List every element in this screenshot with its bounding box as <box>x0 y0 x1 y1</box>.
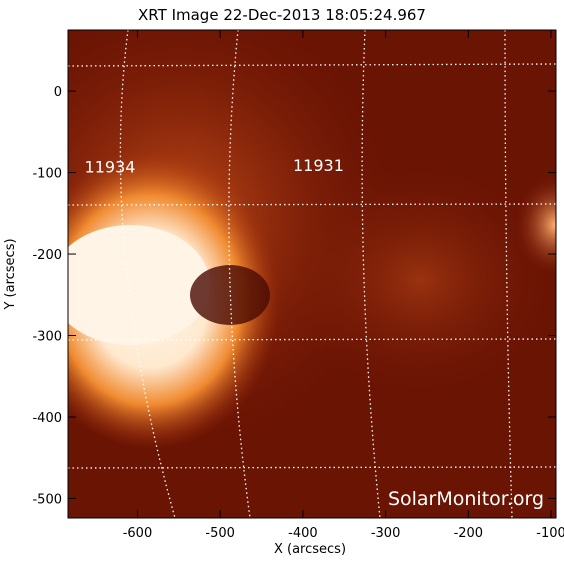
y-tick-label: -400 <box>32 411 62 426</box>
y-tick-label: -100 <box>32 167 62 182</box>
y-tick-label: -500 <box>32 492 62 507</box>
y-tick-label: -200 <box>32 248 62 263</box>
frame <box>67 29 557 519</box>
title: XRT Image 22-Dec-2013 18:05:24.967 <box>138 6 426 24</box>
region-label: 11931 <box>293 156 344 175</box>
x-tick-label: -100 <box>536 526 564 541</box>
x-axis-label: X (arcsecs) <box>274 542 346 557</box>
y-tick-label: 0 <box>54 85 62 100</box>
y-tick-label: -300 <box>32 330 62 345</box>
y-axis-label: Y (arcsecs) <box>3 238 18 310</box>
x-tick-label: -300 <box>371 526 401 541</box>
x-tick-label: -500 <box>205 526 235 541</box>
x-tick-label: -200 <box>454 526 484 541</box>
image <box>68 30 556 518</box>
x-tick-label: -400 <box>288 526 318 541</box>
watermark: SolarMonitor.org <box>388 488 544 510</box>
region-label: 11934 <box>85 158 136 177</box>
x-tick-label: -600 <box>123 526 153 541</box>
